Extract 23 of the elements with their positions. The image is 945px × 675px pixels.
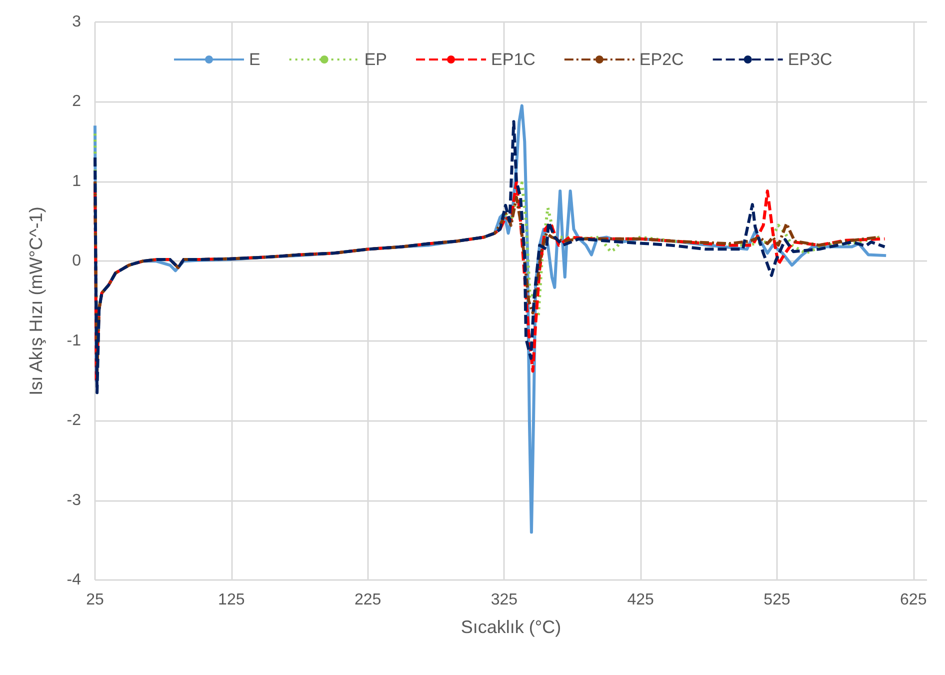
y-tick-label: 1 [72,172,82,190]
x-tick-label: 225 [354,592,382,608]
y-axis-title: Isı Akış Hızı (mW°C^-1) [26,206,46,396]
x-tick-label: 125 [218,592,245,608]
y-tick-label: -1 [66,332,82,350]
y-tick-label: -2 [66,412,82,430]
x-axis-title: Sıcaklık (°C) [460,617,562,637]
y-tick-label: 0 [72,252,82,270]
legend-label: EP1C [491,50,536,69]
line-series [94,120,886,394]
x-tick-label: 325 [490,592,518,608]
y-tick-label: -3 [66,492,82,509]
legend-label: EP3C [788,50,832,69]
x-tick-label: 25 [86,592,104,608]
legend-label: EP [364,50,388,69]
x-tick-label: 425 [627,592,654,608]
legend-label: EP2C [639,50,684,69]
x-tick-label: 525 [764,592,790,608]
y-tick-label: 2 [72,93,82,110]
x-tick-label: 625 [900,592,927,608]
legend-label: E [249,50,260,69]
y-tick-label: -4 [66,572,82,588]
y-tick-label: 3 [72,14,82,30]
